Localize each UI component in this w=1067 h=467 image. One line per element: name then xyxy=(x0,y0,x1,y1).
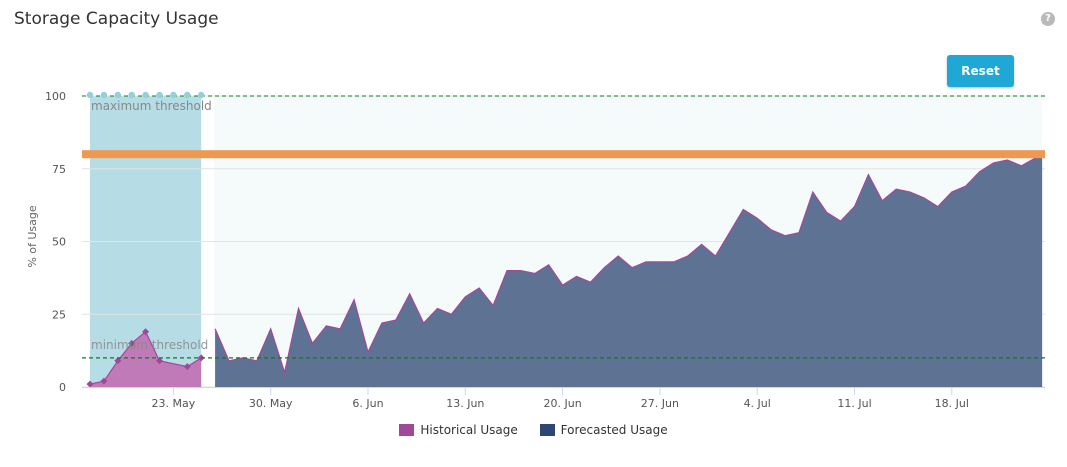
reset-zoom-button[interactable]: Reset xyxy=(947,55,1014,87)
historical-point xyxy=(114,357,122,365)
chart-title: Storage Capacity Usage xyxy=(14,9,219,29)
historical-point xyxy=(142,328,150,336)
x-tick-label: 18. Jul xyxy=(935,397,969,410)
axes: 0 25 50 75 100 23. May 30. May 6. Jun 13. Jun 20.… xyxy=(26,90,1045,410)
usage-chart[interactable]: maximum threshold minimum threshold 0 25 50… xyxy=(0,0,1067,420)
critical-threshold-bar xyxy=(82,150,1045,159)
selection-handle xyxy=(170,91,177,99)
historical-line xyxy=(89,330,202,385)
maximum-threshold-label: maximum threshold xyxy=(91,99,212,113)
y-tick-label: 100 xyxy=(45,90,66,103)
y-tick-label: 0 xyxy=(59,381,66,394)
series-layer xyxy=(86,153,1043,388)
selection-handle xyxy=(128,91,135,99)
legend-label-forecast: Forecasted Usage xyxy=(560,423,668,437)
selection-handle xyxy=(100,91,108,99)
historical-swatch xyxy=(399,424,415,436)
x-tick-label: 6. Jun xyxy=(352,397,383,410)
historical-point xyxy=(86,380,94,388)
selection-handle xyxy=(184,91,191,99)
historical-point xyxy=(183,363,191,371)
threshold-layer: maximum threshold minimum threshold xyxy=(82,91,1045,359)
y-tick-label: 50 xyxy=(52,236,66,249)
x-tick-label: 4. Jul xyxy=(744,397,771,410)
selection-handle xyxy=(156,91,163,99)
legend-label-historical: Historical Usage xyxy=(420,423,518,437)
historical-point xyxy=(128,339,136,347)
minimum-threshold-label: minimum threshold xyxy=(91,338,208,352)
legend-item-historical[interactable]: Historical Usage xyxy=(399,423,518,437)
forecast-area xyxy=(215,154,1043,387)
y-tick-label: 75 xyxy=(52,163,66,176)
forecast-swatch xyxy=(539,424,555,436)
y-tick-label: 25 xyxy=(52,308,66,321)
x-tick-label: 20. Jun xyxy=(544,397,582,410)
selection-handle xyxy=(198,91,205,99)
forecast-line xyxy=(214,153,1043,375)
x-tick-label: 30. May xyxy=(249,397,293,410)
selection-handle xyxy=(86,91,94,99)
selection-handle xyxy=(142,91,149,99)
historical-point xyxy=(156,357,163,365)
legend: Historical Usage Forecasted Usage xyxy=(0,423,1067,439)
historical-point xyxy=(100,377,108,385)
question-circle-icon[interactable]: ? xyxy=(1041,12,1055,26)
selection-handle xyxy=(114,91,122,99)
y-axis-title: % of Usage xyxy=(26,205,39,268)
historical-area xyxy=(90,331,202,387)
x-tick-label: 27. Jun xyxy=(641,397,679,410)
x-tick-label: 23. May xyxy=(152,397,196,410)
x-tick-label: 11. Jul xyxy=(837,397,871,410)
x-tick-label: 13. Jun xyxy=(446,397,484,410)
legend-item-forecast[interactable]: Forecasted Usage xyxy=(539,423,668,437)
